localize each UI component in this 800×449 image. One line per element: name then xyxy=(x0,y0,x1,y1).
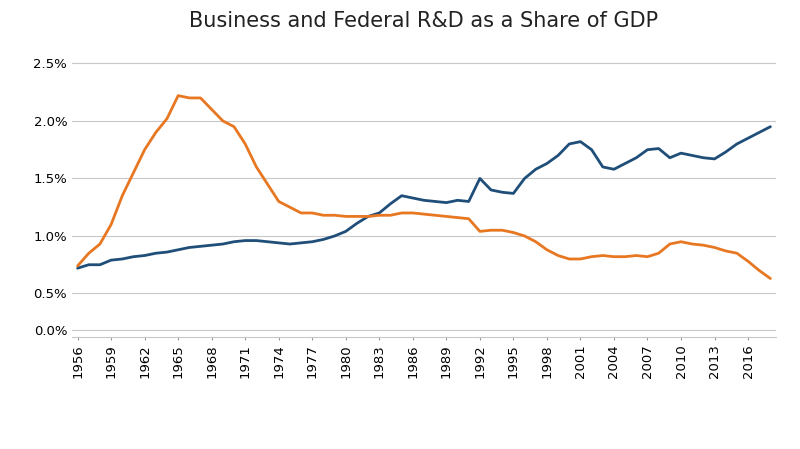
Federal xyxy=(430,212,440,218)
Federal xyxy=(766,276,775,281)
Title: Business and Federal R&D as a Share of GDP: Business and Federal R&D as a Share of G… xyxy=(190,10,658,31)
Business xyxy=(554,153,563,158)
Business xyxy=(397,193,406,198)
Federal xyxy=(274,199,283,204)
Federal xyxy=(565,256,574,262)
Business xyxy=(766,124,775,129)
Federal xyxy=(73,263,82,269)
Business xyxy=(285,241,294,247)
Federal xyxy=(754,268,764,273)
Line: Business: Business xyxy=(78,127,770,268)
Line: Federal: Federal xyxy=(78,96,770,278)
Federal xyxy=(174,93,183,98)
Legend:  xyxy=(418,377,430,389)
Federal xyxy=(296,210,306,216)
Business xyxy=(262,239,272,244)
Federal xyxy=(408,210,418,216)
Business xyxy=(754,130,764,135)
Business xyxy=(73,265,82,271)
Business xyxy=(419,198,429,203)
